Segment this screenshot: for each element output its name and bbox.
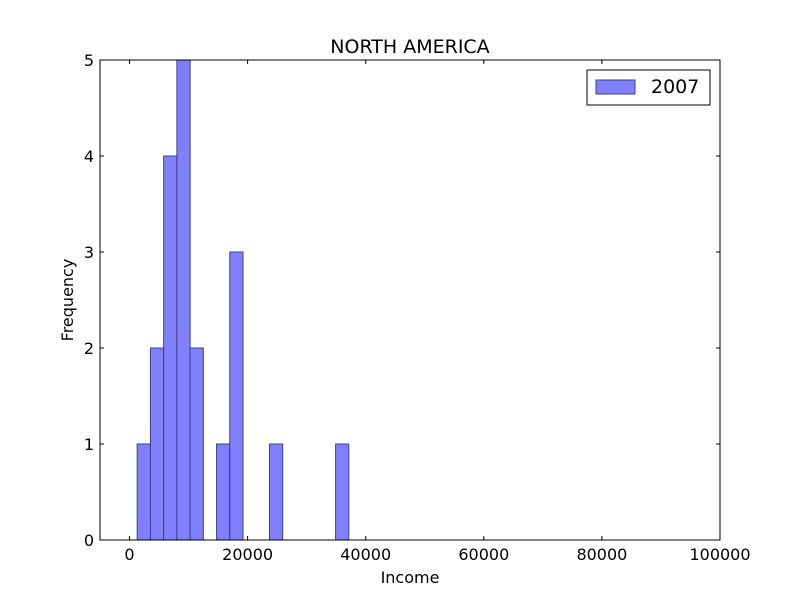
histogram-bar [176,59,191,541]
histogram-bar [229,251,244,541]
histogram-bar [268,443,284,541]
x-axis-ticks: 0 20000 40000 60000 80000 100000 [124,60,751,564]
x-tick-label: 100000 [689,545,750,564]
bars-group [136,59,350,541]
legend: 2007 [586,69,711,106]
chart-title: NORTH AMERICA [330,36,489,58]
histogram-bar [189,347,204,541]
x-tick-label: 0 [124,545,134,564]
y-tick-label: 5 [84,51,94,70]
x-tick-label: 80000 [576,545,627,564]
y-axis-ticks: 0 1 2 3 4 5 [84,51,720,550]
y-tick-label: 2 [84,339,94,358]
plot-frame [99,59,721,541]
x-tick-label: 60000 [458,545,509,564]
histogram-bar [335,443,350,541]
histogram-bar [136,443,151,541]
x-tick-label: 20000 [222,545,273,564]
histogram-bar [149,347,165,541]
histogram-bar [163,155,178,541]
x-axis-label: Income [381,568,440,587]
y-tick-label: 1 [84,435,94,454]
y-axis-label: Frequency [58,259,77,342]
legend-swatch [595,79,636,95]
y-tick-label: 4 [84,147,94,166]
legend-label: 2007 [651,76,699,98]
x-tick-label: 40000 [340,545,391,564]
histogram-bar [216,443,231,541]
y-tick-label: 3 [84,243,94,262]
y-tick-label: 0 [84,531,94,550]
